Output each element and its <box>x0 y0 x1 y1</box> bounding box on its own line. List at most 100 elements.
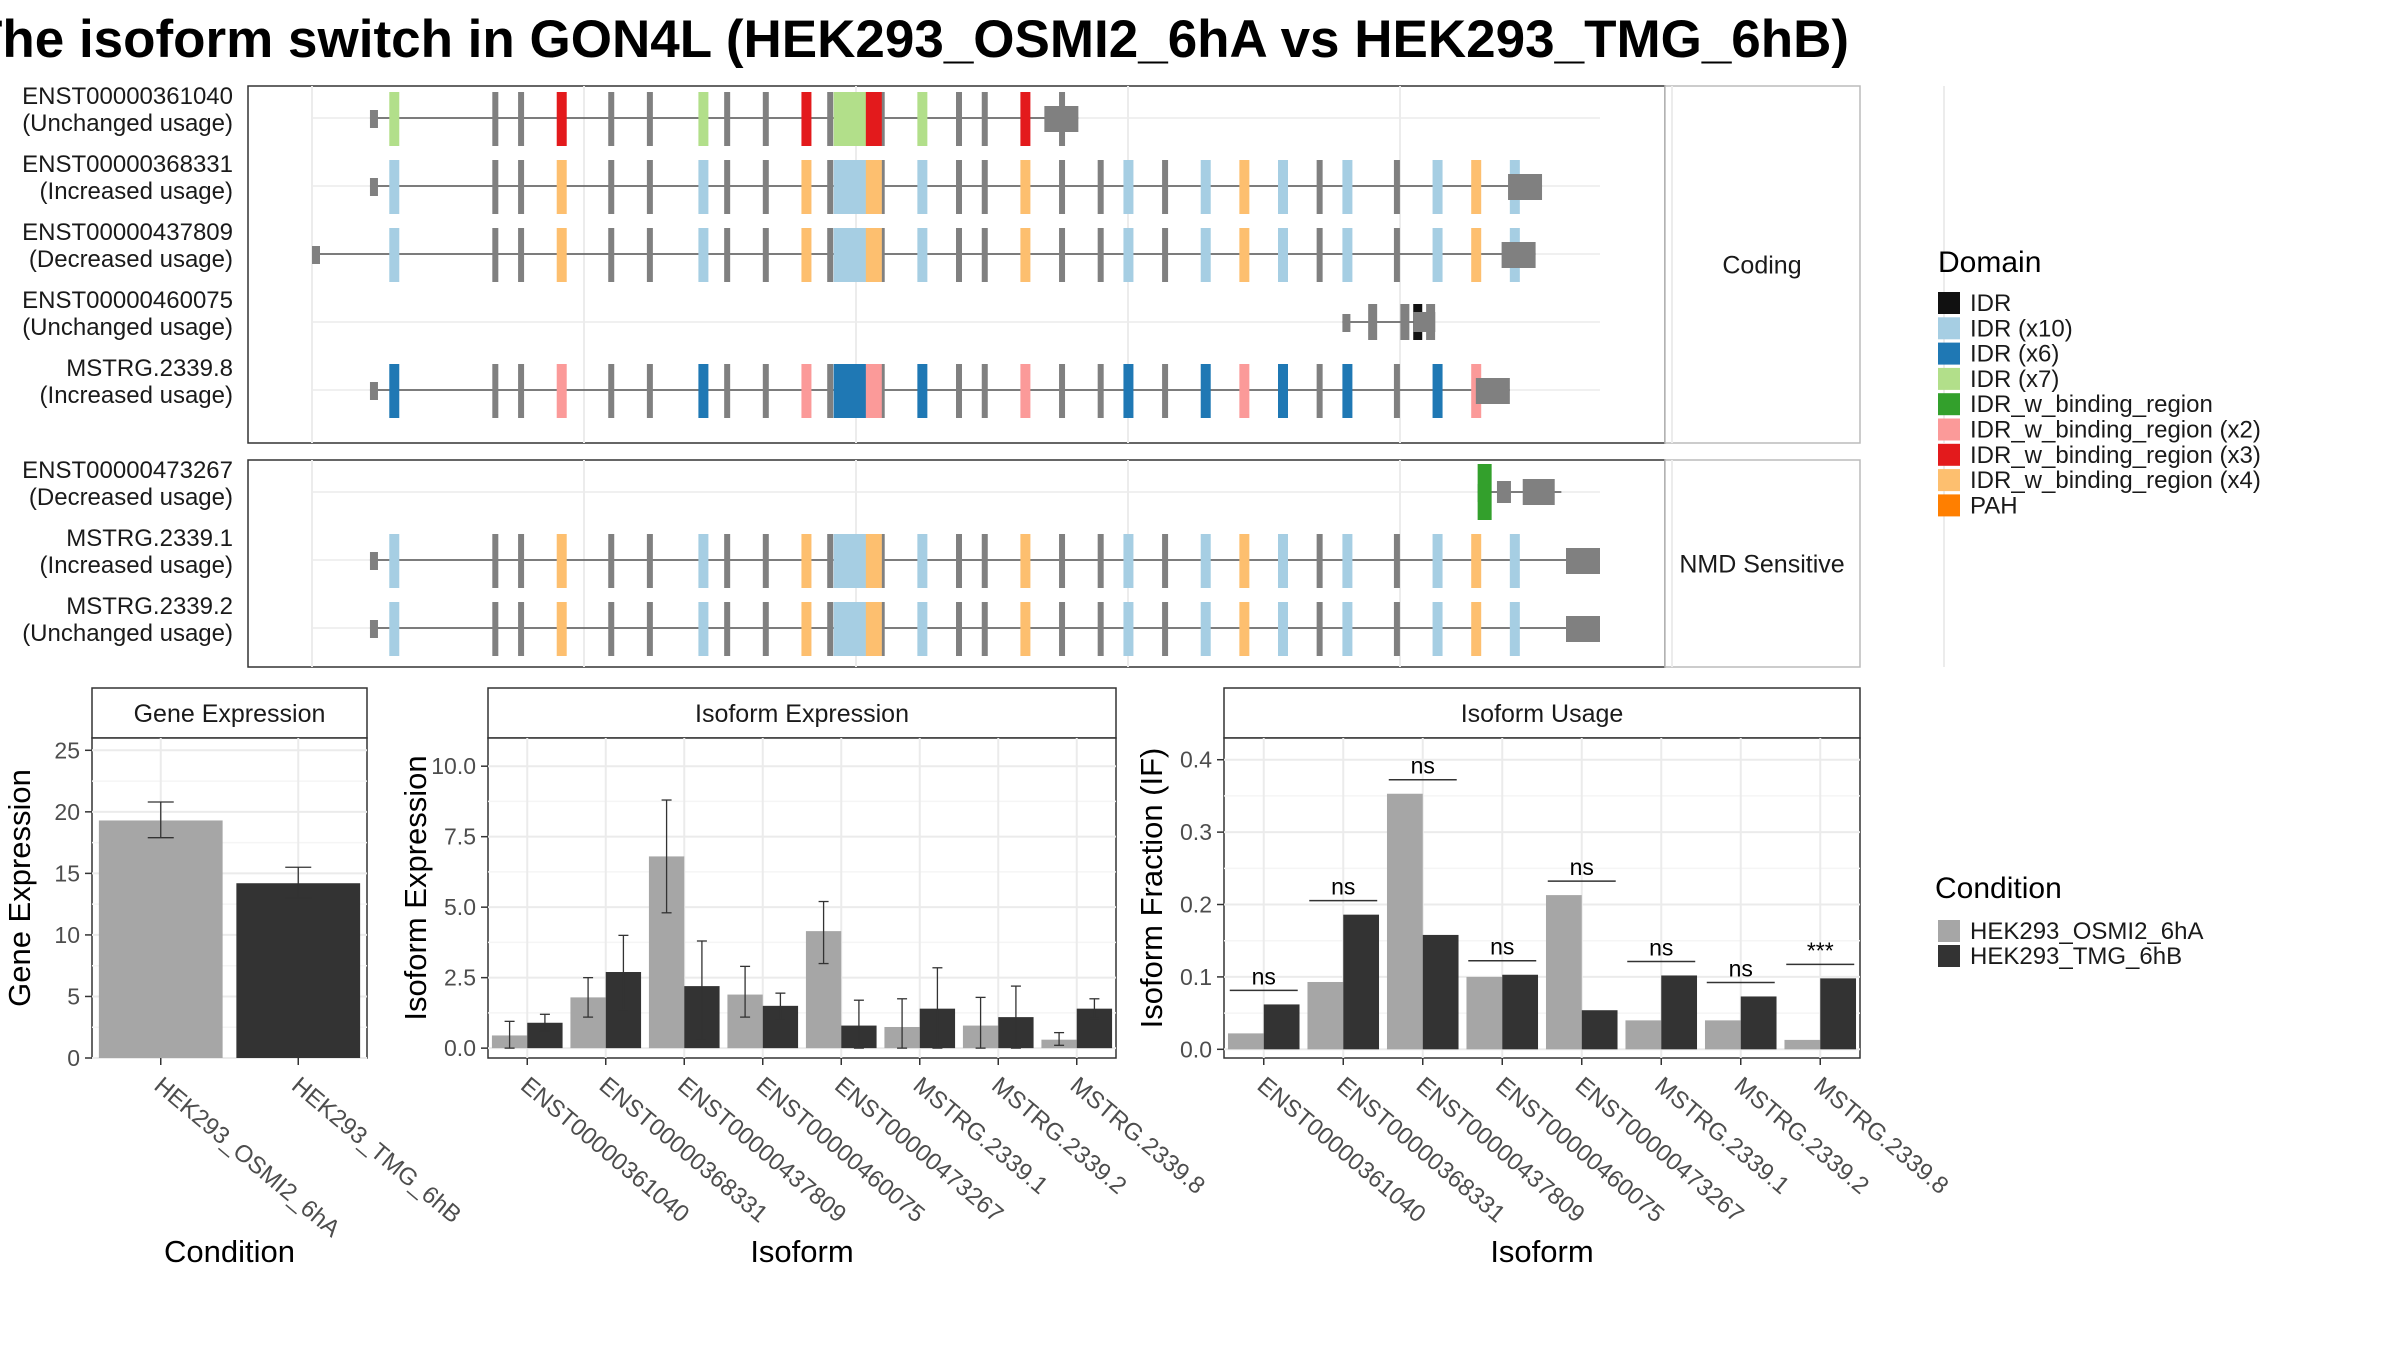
x-tick-label: MSTRG.2339.8 <box>1808 1072 1953 1200</box>
coding-exon <box>956 364 962 418</box>
domain-block <box>1432 228 1443 282</box>
utr-exon <box>312 246 320 264</box>
coding-exon <box>1097 602 1104 656</box>
bar-ENST00000473267-HEK293_TMG_6hB <box>1581 1010 1618 1050</box>
domain-block <box>389 160 400 214</box>
y-tick-label: 5.0 <box>444 894 476 920</box>
domain-block <box>698 92 709 146</box>
domain-block <box>801 534 812 588</box>
domain-block <box>1278 228 1288 282</box>
coding-exon <box>762 92 769 146</box>
coding-exon <box>608 364 615 418</box>
domain-block <box>1432 160 1443 214</box>
significance-label: *** <box>1807 937 1834 963</box>
x-tick-label: MSTRG.2339.2 <box>1729 1072 1874 1200</box>
transcript-id-label: MSTRG.2339.1 <box>66 525 233 552</box>
domain-block <box>389 364 400 418</box>
coding-panel-strip-label: Coding <box>1722 252 1801 280</box>
coding-exon <box>981 364 988 418</box>
coding-exon <box>956 160 962 214</box>
bar-ENST00000460075-HEK293_OSMI2_6hA <box>1466 976 1503 1050</box>
y-tick-label: 0.3 <box>1180 819 1212 845</box>
coding-exon <box>518 160 525 214</box>
y-tick-label: 5 <box>67 983 80 1009</box>
nmd-panel-strip <box>1664 459 1861 668</box>
x-tick-label: MSTRG.2339.1 <box>1649 1072 1794 1200</box>
domain-block <box>1020 364 1031 418</box>
coding-exon <box>518 228 525 282</box>
y-tick-label: 2.5 <box>444 965 476 991</box>
domain-block <box>917 602 928 656</box>
domain-block <box>917 534 928 588</box>
significance-label: ns <box>1570 854 1594 880</box>
domain-block <box>1123 602 1134 656</box>
transcript-id-label: ENST00000361040 <box>22 83 233 110</box>
domain-block <box>1471 160 1482 214</box>
panel-title: Isoform Usage <box>1461 700 1624 728</box>
legend-label: IDR_w_binding_region (x3) <box>1970 442 2261 469</box>
transcript-ENST00000437809: ENST00000437809(Decreased usage) <box>22 219 1600 282</box>
domain-block <box>1342 160 1353 214</box>
legend-key-IDR (x6) <box>1938 342 1960 365</box>
legend-key-IDR_w_binding_region (x2) <box>1938 418 1960 441</box>
bar-MSTRG.2339.8-HEK293_TMG_6hB <box>1820 978 1857 1050</box>
coding-exon <box>1162 364 1169 418</box>
coding-exon <box>1059 364 1066 418</box>
y-tick-label: 7.5 <box>444 824 476 850</box>
panel-strip <box>91 687 368 739</box>
utr-exon <box>1475 378 1510 404</box>
bar-MSTRG.2339.8-HEK293_OSMI2_6hA <box>1784 1039 1821 1050</box>
coding-exon <box>1162 160 1169 214</box>
transcript-id-label: MSTRG.2339.8 <box>66 355 233 382</box>
legend-label: IDR_w_binding_region (x4) <box>1970 467 2261 494</box>
coding-exon <box>518 602 525 656</box>
domain-block <box>1509 534 1520 588</box>
domain-block <box>389 534 400 588</box>
domain-block <box>1239 602 1250 656</box>
y-tick-label: 20 <box>54 799 80 825</box>
coding-exon <box>608 534 615 588</box>
domain-block <box>698 160 709 214</box>
legend-key-IDR (x7) <box>1938 367 1960 390</box>
legend-label: IDR (x7) <box>1970 366 2059 393</box>
bar-ENST00000361040-HEK293_TMG_6hB <box>1263 1004 1300 1050</box>
transcript-ENST00000368331: ENST00000368331(Increased usage) <box>22 151 1600 214</box>
coding-exon <box>1162 602 1169 656</box>
bar-MSTRG.2339.1-HEK293_TMG_6hB <box>1661 975 1698 1050</box>
coding-exon <box>646 228 653 282</box>
coding-exon <box>762 228 769 282</box>
coding-exon <box>724 228 731 282</box>
x-axis-title: Isoform <box>750 1234 853 1269</box>
coding-exon <box>1059 602 1066 656</box>
coding-exon <box>1316 364 1323 418</box>
transcript-ENST00000473267: ENST00000473267(Decreased usage) <box>22 457 1600 520</box>
coding-exon <box>608 602 615 656</box>
coding-exon <box>1393 364 1400 418</box>
domain-block <box>865 92 882 146</box>
coding-exon <box>1316 228 1323 282</box>
bar-ENST00000368331-HEK293_OSMI2_6hA <box>1307 981 1344 1050</box>
domain-block <box>389 602 400 656</box>
x-axis-title: Isoform <box>1490 1234 1593 1269</box>
coding-exon <box>762 364 769 418</box>
significance-label: ns <box>1729 955 1753 981</box>
bar-ENST00000437809-HEK293_OSMI2_6hA <box>1386 793 1423 1050</box>
coding-exon <box>492 364 499 418</box>
domain-block <box>865 228 882 282</box>
isoform-usage-panel: Isoform Usage0.00.10.20.30.4nsENST000003… <box>1134 687 1953 1269</box>
coding-exon <box>827 228 834 282</box>
legend-label: IDR (x6) <box>1970 341 2059 368</box>
utr-exon <box>369 110 378 128</box>
domain-block <box>1471 534 1482 588</box>
domain-block <box>917 228 928 282</box>
domain-block <box>556 228 567 282</box>
coding-exon <box>724 602 731 656</box>
legend-key-IDR_w_binding_region (x4) <box>1938 469 1960 492</box>
coding-exon <box>1316 160 1323 214</box>
y-axis-title: Gene Expression <box>2 769 37 1007</box>
x-tick-label: MSTRG.2339.8 <box>1065 1072 1210 1200</box>
legend-key-IDR (x10) <box>1938 317 1960 340</box>
y-tick-label: 0.4 <box>1180 747 1212 773</box>
domain-block <box>1200 364 1211 418</box>
